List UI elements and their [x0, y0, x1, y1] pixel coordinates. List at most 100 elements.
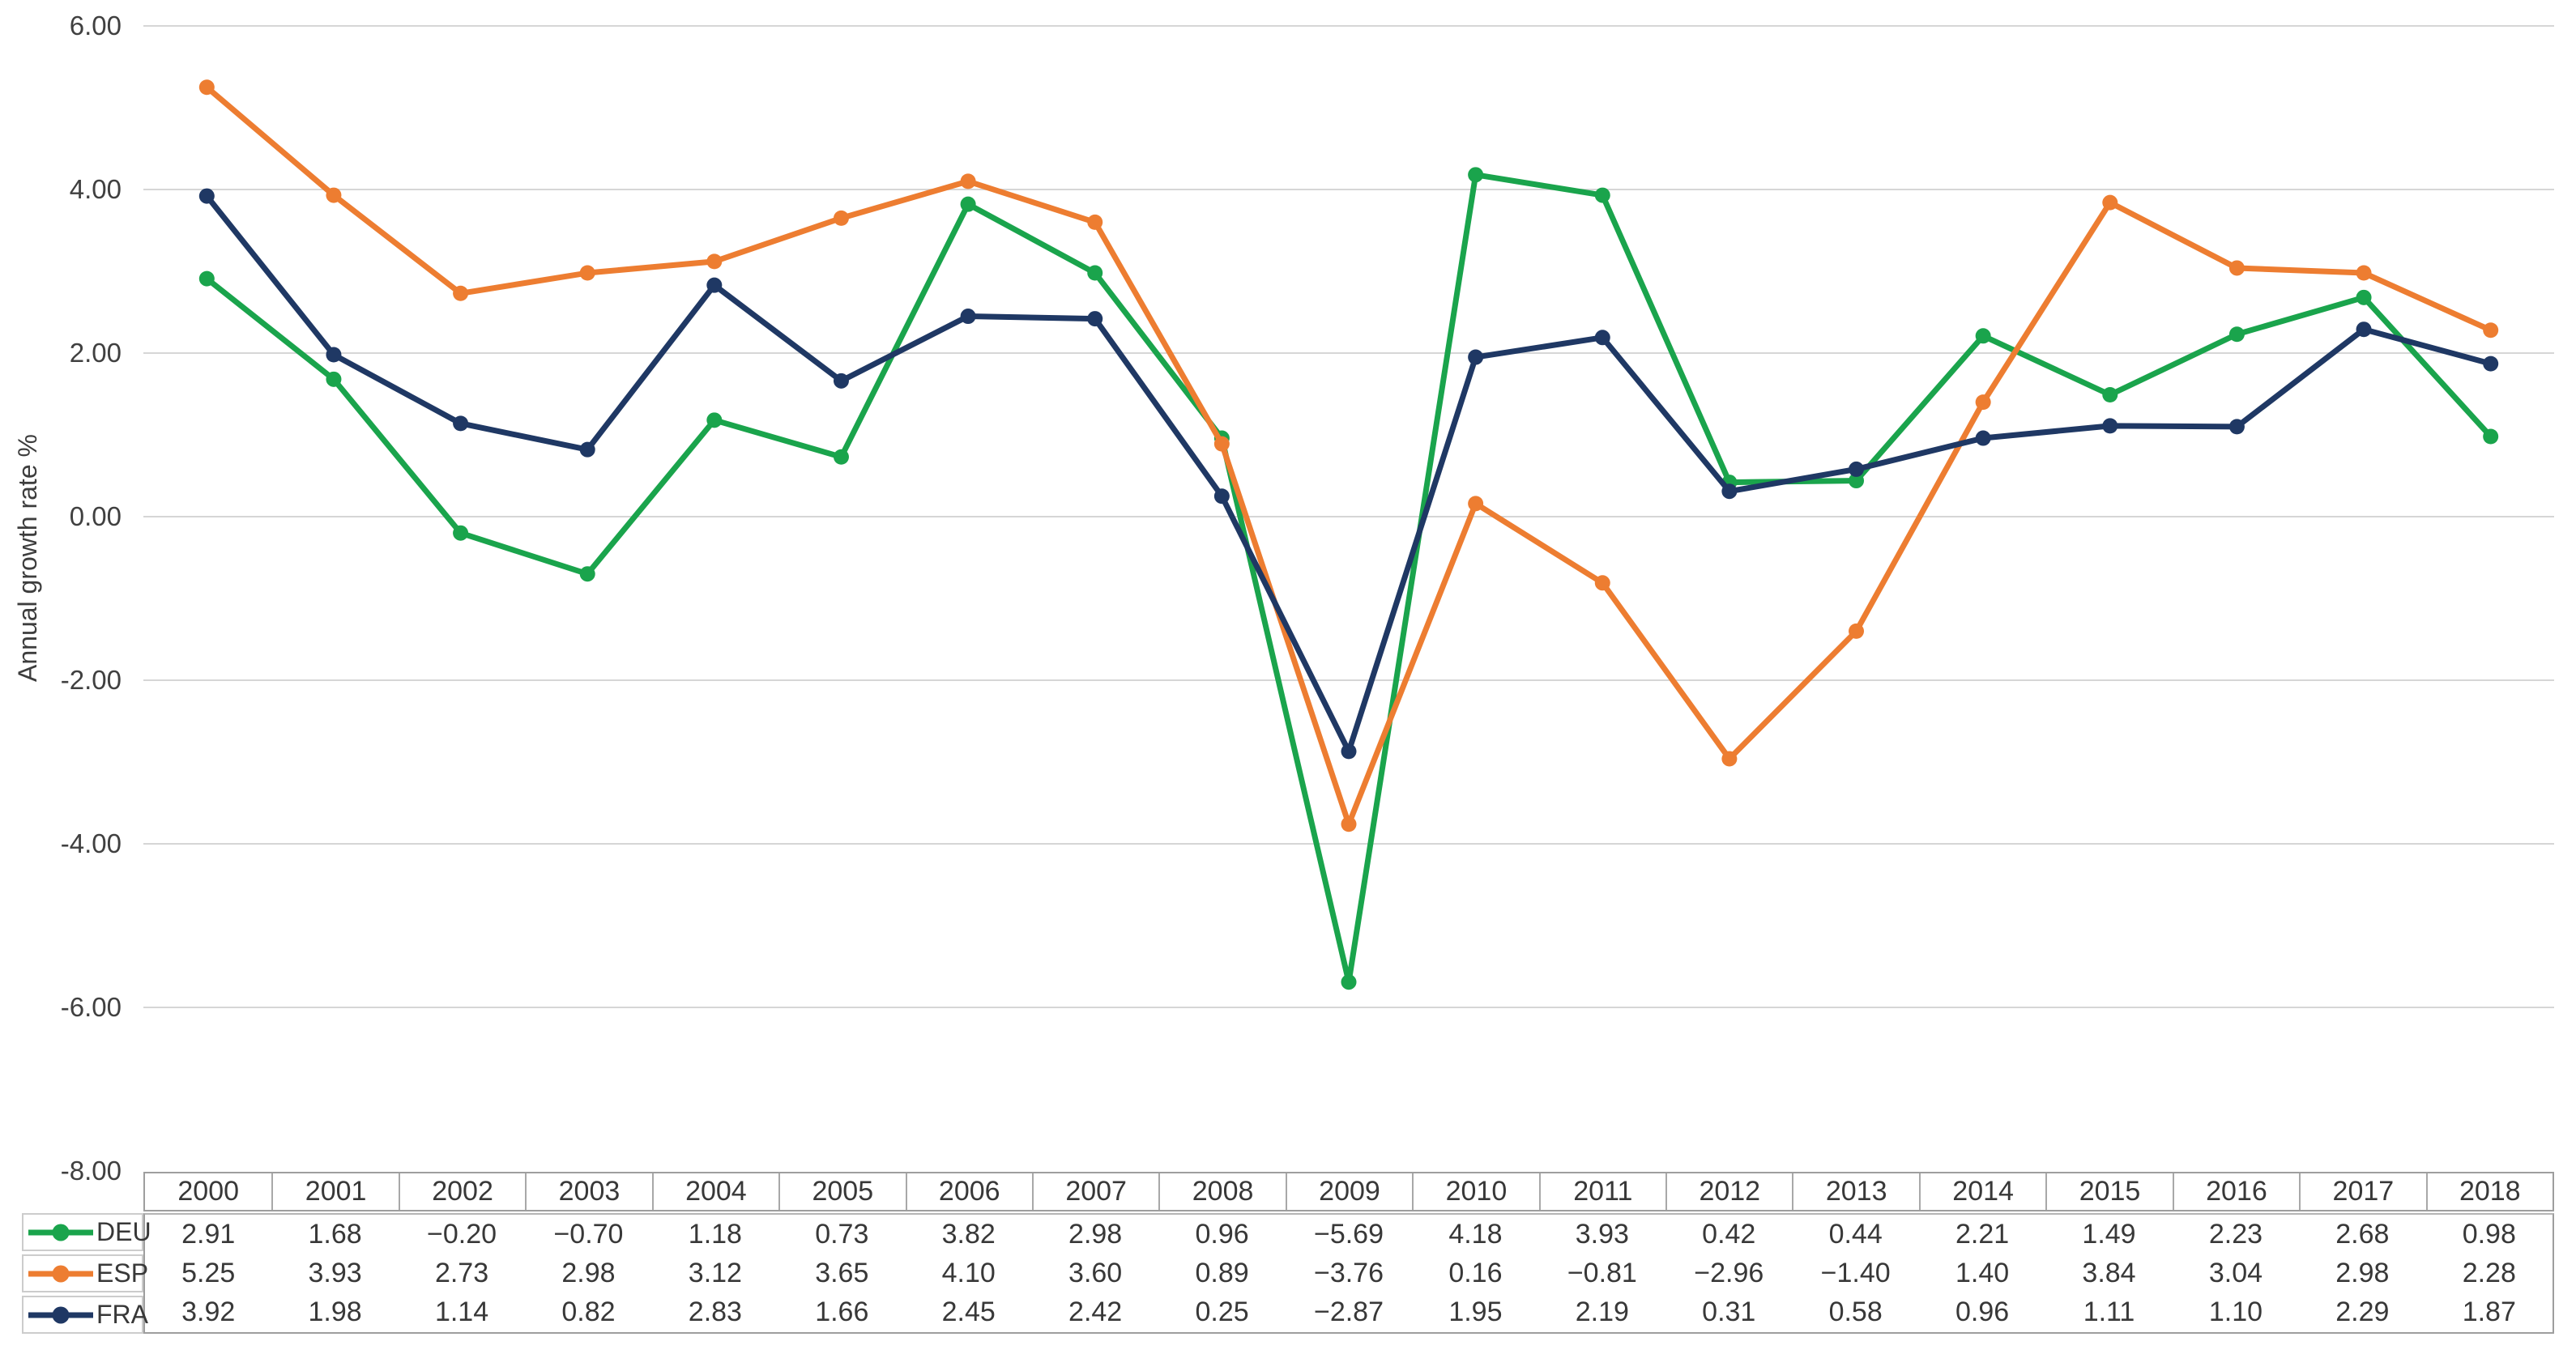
- legend-key-icon: [28, 1265, 93, 1282]
- table-value-deu-2018: 0.98: [2462, 1218, 2516, 1250]
- y-tick-label: -8.00: [60, 1156, 122, 1186]
- table-value-esp-2011: −0.81: [1567, 1257, 1637, 1288]
- year-header-cell: 2000: [177, 1176, 240, 1207]
- year-header-cell: 2018: [2425, 1173, 2553, 1210]
- y-tick-label: 6.00: [69, 11, 122, 40]
- data-point-esp-2018: [2483, 322, 2499, 338]
- data-point-fra-2010: [1468, 349, 1484, 365]
- table-value-esp-2003: 2.98: [561, 1257, 616, 1288]
- y-tick-label: 0.00: [69, 501, 122, 531]
- table-value-fra-2010: 1.95: [1448, 1297, 1503, 1328]
- data-point-deu-2007: [1087, 265, 1103, 281]
- data-point-deu-2003: [579, 566, 595, 582]
- data-table-header-row: 2000 2001 2002 2003 2004 2005 2006 2007 2008 2009…: [143, 1172, 2554, 1211]
- table-value-deu-2014: 2.21: [1955, 1218, 2010, 1250]
- table-value-deu-2009: −5.69: [1313, 1218, 1384, 1250]
- table-value-fra-2006: 2.45: [941, 1297, 996, 1328]
- table-value-fra-2012: 0.31: [1702, 1297, 1756, 1328]
- table-value-deu-2012: 0.42: [1702, 1218, 1756, 1250]
- data-point-fra-2017: [2356, 321, 2372, 338]
- data-table-values: 2.91 1.68 −0.20 −0.70 1.18 0.73 3.82 2.98 0.96 −5…: [143, 1213, 2554, 1334]
- data-point-fra-2006: [960, 309, 976, 325]
- year-header-cell: 2017: [2299, 1173, 2425, 1210]
- data-point-esp-2001: [326, 187, 342, 203]
- year-header-cell: 2013: [1792, 1173, 1918, 1210]
- data-point-deu-2017: [2356, 289, 2372, 305]
- table-value-esp-2004: 3.12: [688, 1257, 742, 1288]
- year-header-cell: 2005: [778, 1173, 905, 1210]
- table-value-deu-2015: 1.49: [2082, 1218, 2136, 1250]
- data-point-esp-2013: [1849, 623, 1865, 639]
- table-value-deu-2001: 1.68: [308, 1218, 362, 1250]
- year-header-cell: 2001: [271, 1173, 398, 1210]
- data-point-fra-2004: [706, 277, 723, 293]
- legend-label: DEU: [96, 1217, 151, 1246]
- table-value-deu-2004: 1.18: [688, 1218, 742, 1250]
- data-point-fra-2008: [1213, 488, 1230, 505]
- data-point-esp-2017: [2356, 265, 2372, 281]
- table-value-deu-2002: −0.20: [427, 1218, 497, 1250]
- data-point-esp-2009: [1341, 816, 1357, 832]
- data-point-deu-2009: [1341, 974, 1357, 990]
- data-point-deu-2000: [198, 270, 215, 287]
- data-point-esp-2015: [2102, 194, 2118, 211]
- y-tick-label: 4.00: [69, 174, 122, 204]
- table-value-esp-2000: 5.25: [181, 1257, 236, 1288]
- data-point-fra-2014: [1975, 430, 1991, 446]
- table-value-fra-2013: 0.58: [1828, 1297, 1883, 1328]
- year-header-cell: 2003: [525, 1173, 651, 1210]
- table-value-esp-2017: 2.98: [2335, 1257, 2390, 1288]
- data-point-fra-2002: [453, 415, 469, 432]
- table-value-fra-2003: 0.82: [561, 1297, 616, 1328]
- data-point-fra-2003: [579, 441, 595, 458]
- data-point-esp-2016: [2228, 260, 2245, 276]
- table-value-esp-2014: 1.40: [1955, 1257, 2010, 1288]
- table-value-esp-2016: 3.04: [2208, 1257, 2263, 1288]
- data-point-esp-2014: [1975, 394, 1991, 411]
- table-value-deu-2013: 0.44: [1828, 1218, 1883, 1250]
- table-value-deu-2000: 2.91: [181, 1218, 236, 1250]
- table-value-fra-2015: 1.11: [2083, 1297, 2135, 1328]
- table-value-esp-2010: 0.16: [1448, 1257, 1503, 1288]
- data-point-deu-2016: [2228, 326, 2245, 343]
- data-point-esp-2005: [833, 210, 849, 226]
- table-value-fra-2011: 2.19: [1575, 1297, 1629, 1328]
- data-point-esp-2003: [579, 265, 595, 281]
- year-header-cell: 2016: [2172, 1173, 2299, 1210]
- data-point-fra-2009: [1341, 743, 1357, 760]
- table-value-esp-2013: −1.40: [1820, 1257, 1891, 1288]
- data-point-fra-2013: [1849, 461, 1865, 477]
- data-point-esp-2012: [1721, 751, 1738, 767]
- data-point-esp-2011: [1594, 575, 1610, 591]
- year-header-cell: 2006: [905, 1173, 1032, 1210]
- legend-item-deu: DEU: [22, 1213, 151, 1251]
- y-tick-label: -2.00: [60, 665, 122, 695]
- y-tick-label: -4.00: [60, 828, 122, 858]
- data-point-deu-2004: [706, 412, 723, 428]
- year-header-cell: 2002: [398, 1173, 525, 1210]
- table-value-fra-2009: −2.87: [1313, 1297, 1384, 1328]
- data-point-esp-2010: [1468, 496, 1484, 512]
- series-lines: [198, 79, 2499, 990]
- data-point-fra-2011: [1594, 330, 1610, 346]
- legend-item-fra: FRA: [22, 1296, 148, 1334]
- data-point-fra-2015: [2102, 418, 2118, 434]
- data-point-fra-2007: [1087, 311, 1103, 327]
- data-point-fra-2016: [2228, 419, 2245, 435]
- table-value-deu-2016: 2.23: [2208, 1218, 2263, 1250]
- y-tick-label: -6.00: [60, 992, 122, 1022]
- data-point-deu-2011: [1594, 187, 1610, 203]
- legend-label: ESP: [96, 1258, 149, 1288]
- table-value-deu-2008: 0.96: [1195, 1218, 1249, 1250]
- table-value-esp-2002: 2.73: [434, 1257, 489, 1288]
- y-tick-label: 2.00: [69, 338, 122, 368]
- year-header-cell: 2010: [1412, 1173, 1538, 1210]
- table-value-esp-2018: 2.28: [2462, 1257, 2516, 1288]
- series-line-esp: [203, 84, 2494, 828]
- legend-key-icon: [28, 1306, 93, 1323]
- data-point-fra-2000: [198, 188, 215, 204]
- y-axis-title: Annual growth rate %: [13, 434, 42, 682]
- table-value-fra-2008: 0.25: [1195, 1297, 1249, 1328]
